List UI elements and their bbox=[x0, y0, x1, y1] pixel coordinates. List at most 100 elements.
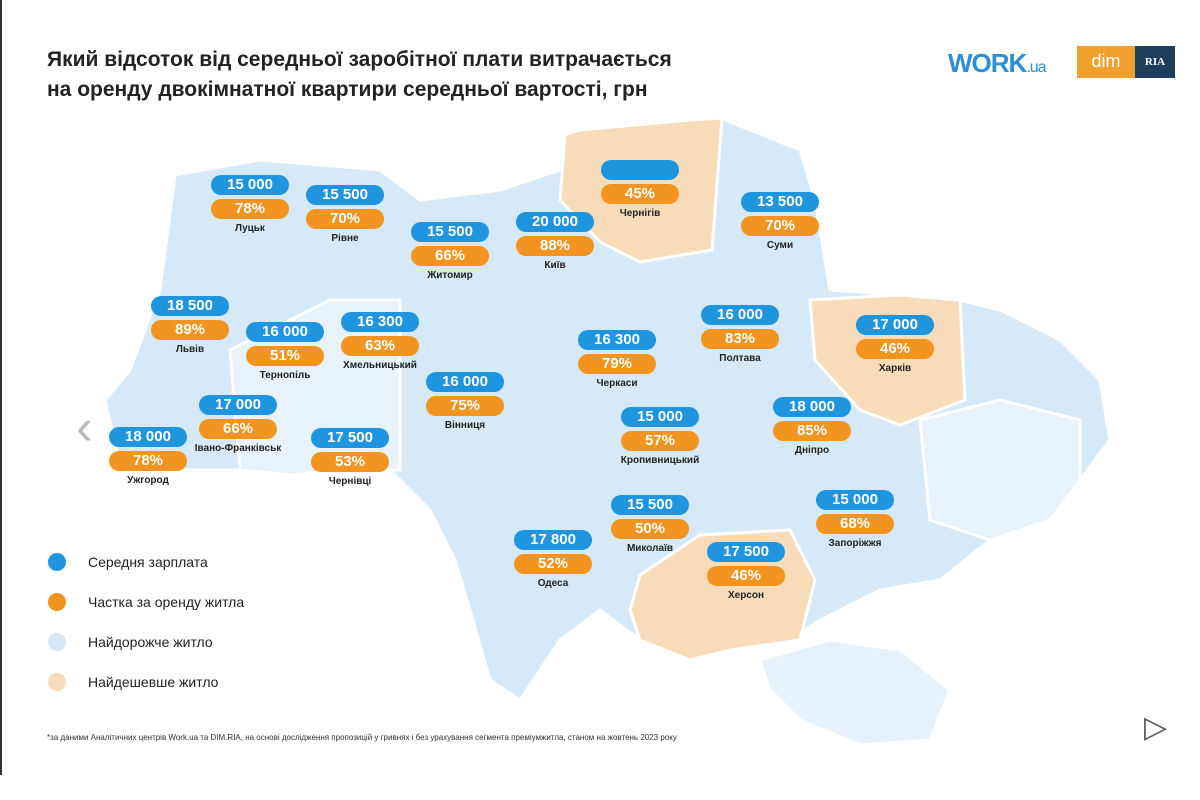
city-name: Суми bbox=[766, 240, 794, 251]
city-label: 17 000 66% Івано-Франківськ bbox=[193, 395, 283, 454]
city-name: Дніпро bbox=[794, 445, 830, 456]
city-label: 18 000 85% Дніпро bbox=[767, 397, 857, 456]
city-label: 13 500 70% Суми bbox=[735, 192, 825, 251]
work-logo-text: WORK bbox=[948, 48, 1027, 78]
share-badge: 70% bbox=[741, 216, 819, 236]
share-badge: 57% bbox=[621, 431, 699, 451]
city-label: 17 500 46% Херсон bbox=[701, 542, 791, 601]
city-name: Миколаїв bbox=[626, 543, 674, 554]
city-label: 15 500 66% Житомир bbox=[405, 222, 495, 281]
salary-badge: 15 500 bbox=[611, 495, 689, 515]
work-logo-suffix: .ua bbox=[1026, 59, 1046, 76]
share-badge: 85% bbox=[773, 421, 851, 441]
region-kherson-cheap bbox=[628, 528, 817, 662]
legend-label: Середня зарплата bbox=[88, 554, 208, 570]
share-dot-icon bbox=[48, 593, 66, 611]
salary-badge: 18 500 bbox=[151, 296, 229, 316]
city-name: Тернопіль bbox=[259, 370, 311, 381]
salary-badge: 16 300 bbox=[578, 330, 656, 350]
city-name: Черкаси bbox=[596, 378, 638, 389]
city-name: Одеса bbox=[537, 578, 569, 589]
city-label: 15 500 50% Миколаїв bbox=[605, 495, 695, 554]
cheap-dot-icon bbox=[48, 673, 66, 691]
work-ua-logo: WORK.ua bbox=[948, 48, 1047, 79]
salary-badge: 17 000 bbox=[199, 395, 277, 415]
salary-badge: 15 000 bbox=[621, 407, 699, 427]
salary-badge: 17 500 bbox=[707, 542, 785, 562]
legend-item-salary: Середня зарплата bbox=[48, 542, 244, 582]
share-badge: 52% bbox=[514, 554, 592, 574]
next-slide-button[interactable]: ▷ bbox=[1144, 711, 1168, 744]
share-badge: 79% bbox=[578, 354, 656, 374]
prev-slide-button[interactable]: ‹ bbox=[76, 399, 93, 455]
share-badge: 50% bbox=[611, 519, 689, 539]
share-badge: 78% bbox=[211, 199, 289, 219]
salary-badge: 16 000 bbox=[426, 372, 504, 392]
footnote: *за даними Аналітичних центрів Work.ua т… bbox=[47, 733, 677, 742]
share-badge: 83% bbox=[701, 329, 779, 349]
city-label: 18 500 89% Львів bbox=[145, 296, 235, 355]
city-name: Кропивницький bbox=[620, 455, 700, 466]
salary-badge: 20 000 bbox=[516, 212, 594, 232]
legend-label: Частка за оренду житла bbox=[88, 594, 245, 610]
city-label: 16 000 83% Полтава bbox=[695, 305, 785, 364]
city-label: 16 300 63% Хмельницький bbox=[335, 312, 425, 371]
salary-badge: 18 000 bbox=[773, 397, 851, 417]
city-label: 17 800 52% Одеса bbox=[508, 530, 598, 589]
legend-item-expensive: Найдорожче житло bbox=[48, 622, 244, 662]
share-badge: 68% bbox=[816, 514, 894, 534]
share-badge: 46% bbox=[856, 339, 934, 359]
city-name: Вінниця bbox=[444, 420, 486, 431]
salary-badge: 17 000 bbox=[856, 315, 934, 335]
city-label: 45% Чернігів bbox=[595, 160, 685, 219]
salary-badge: 13 500 bbox=[741, 192, 819, 212]
salary-badge: 15 000 bbox=[816, 490, 894, 510]
city-name: Київ bbox=[544, 260, 566, 271]
city-label: 17 500 53% Чернівці bbox=[305, 428, 395, 487]
legend-item-share: Частка за оренду житла bbox=[48, 582, 244, 622]
page-title: Який відсоток від середньої заробітної п… bbox=[47, 45, 672, 105]
city-label: 15 500 70% Рівне bbox=[300, 185, 390, 244]
city-name: Ужгород bbox=[127, 475, 169, 486]
salary-badge: 16 000 bbox=[246, 322, 324, 342]
city-label: 18 000 78% Ужгород bbox=[103, 427, 193, 486]
city-name: Чернівці bbox=[328, 476, 372, 487]
salary-badge: 15 000 bbox=[211, 175, 289, 195]
city-label: 16 300 79% Черкаси bbox=[572, 330, 662, 389]
city-name: Львів bbox=[175, 344, 205, 355]
share-badge: 70% bbox=[306, 209, 384, 229]
salary-badge: 15 500 bbox=[411, 222, 489, 242]
salary-dot-icon bbox=[48, 553, 66, 571]
salary-badge: 18 000 bbox=[109, 427, 187, 447]
city-label: 15 000 78% Луцьк bbox=[205, 175, 295, 234]
share-badge: 75% bbox=[426, 396, 504, 416]
city-name: Чернігів bbox=[619, 208, 661, 219]
window-edge bbox=[0, 0, 2, 775]
share-badge: 63% bbox=[341, 336, 419, 356]
salary-badge: 15 500 bbox=[306, 185, 384, 205]
share-badge: 89% bbox=[151, 320, 229, 340]
city-name: Запоріжжя bbox=[828, 538, 882, 549]
dim-logo: dim bbox=[1077, 46, 1135, 78]
city-name: Херсон bbox=[727, 590, 765, 601]
share-badge: 66% bbox=[199, 419, 277, 439]
title-line-1: Який відсоток від середньої заробітної п… bbox=[47, 48, 672, 71]
legend-label: Найдешевше житло bbox=[88, 674, 219, 690]
legend: Середня зарплата Частка за оренду житла … bbox=[48, 542, 244, 702]
share-badge: 51% bbox=[246, 346, 324, 366]
expensive-dot-icon bbox=[48, 633, 66, 651]
title-line-2: на оренду двокімнатної квартири середньо… bbox=[47, 78, 648, 101]
city-name: Івано-Франківськ bbox=[194, 443, 282, 454]
share-badge: 45% bbox=[601, 184, 679, 204]
city-label: 17 000 46% Харків bbox=[850, 315, 940, 374]
crimea bbox=[758, 638, 952, 747]
city-name: Полтава bbox=[719, 353, 761, 364]
region-lighter-east bbox=[918, 398, 1082, 542]
salary-badge: 17 800 bbox=[514, 530, 592, 550]
salary-badge: 16 300 bbox=[341, 312, 419, 332]
share-badge: 78% bbox=[109, 451, 187, 471]
city-name: Житомир bbox=[427, 270, 473, 281]
salary-badge: 17 500 bbox=[311, 428, 389, 448]
city-label: 15 000 68% Запоріжжя bbox=[810, 490, 900, 549]
city-label: 20 000 88% Київ bbox=[510, 212, 600, 271]
